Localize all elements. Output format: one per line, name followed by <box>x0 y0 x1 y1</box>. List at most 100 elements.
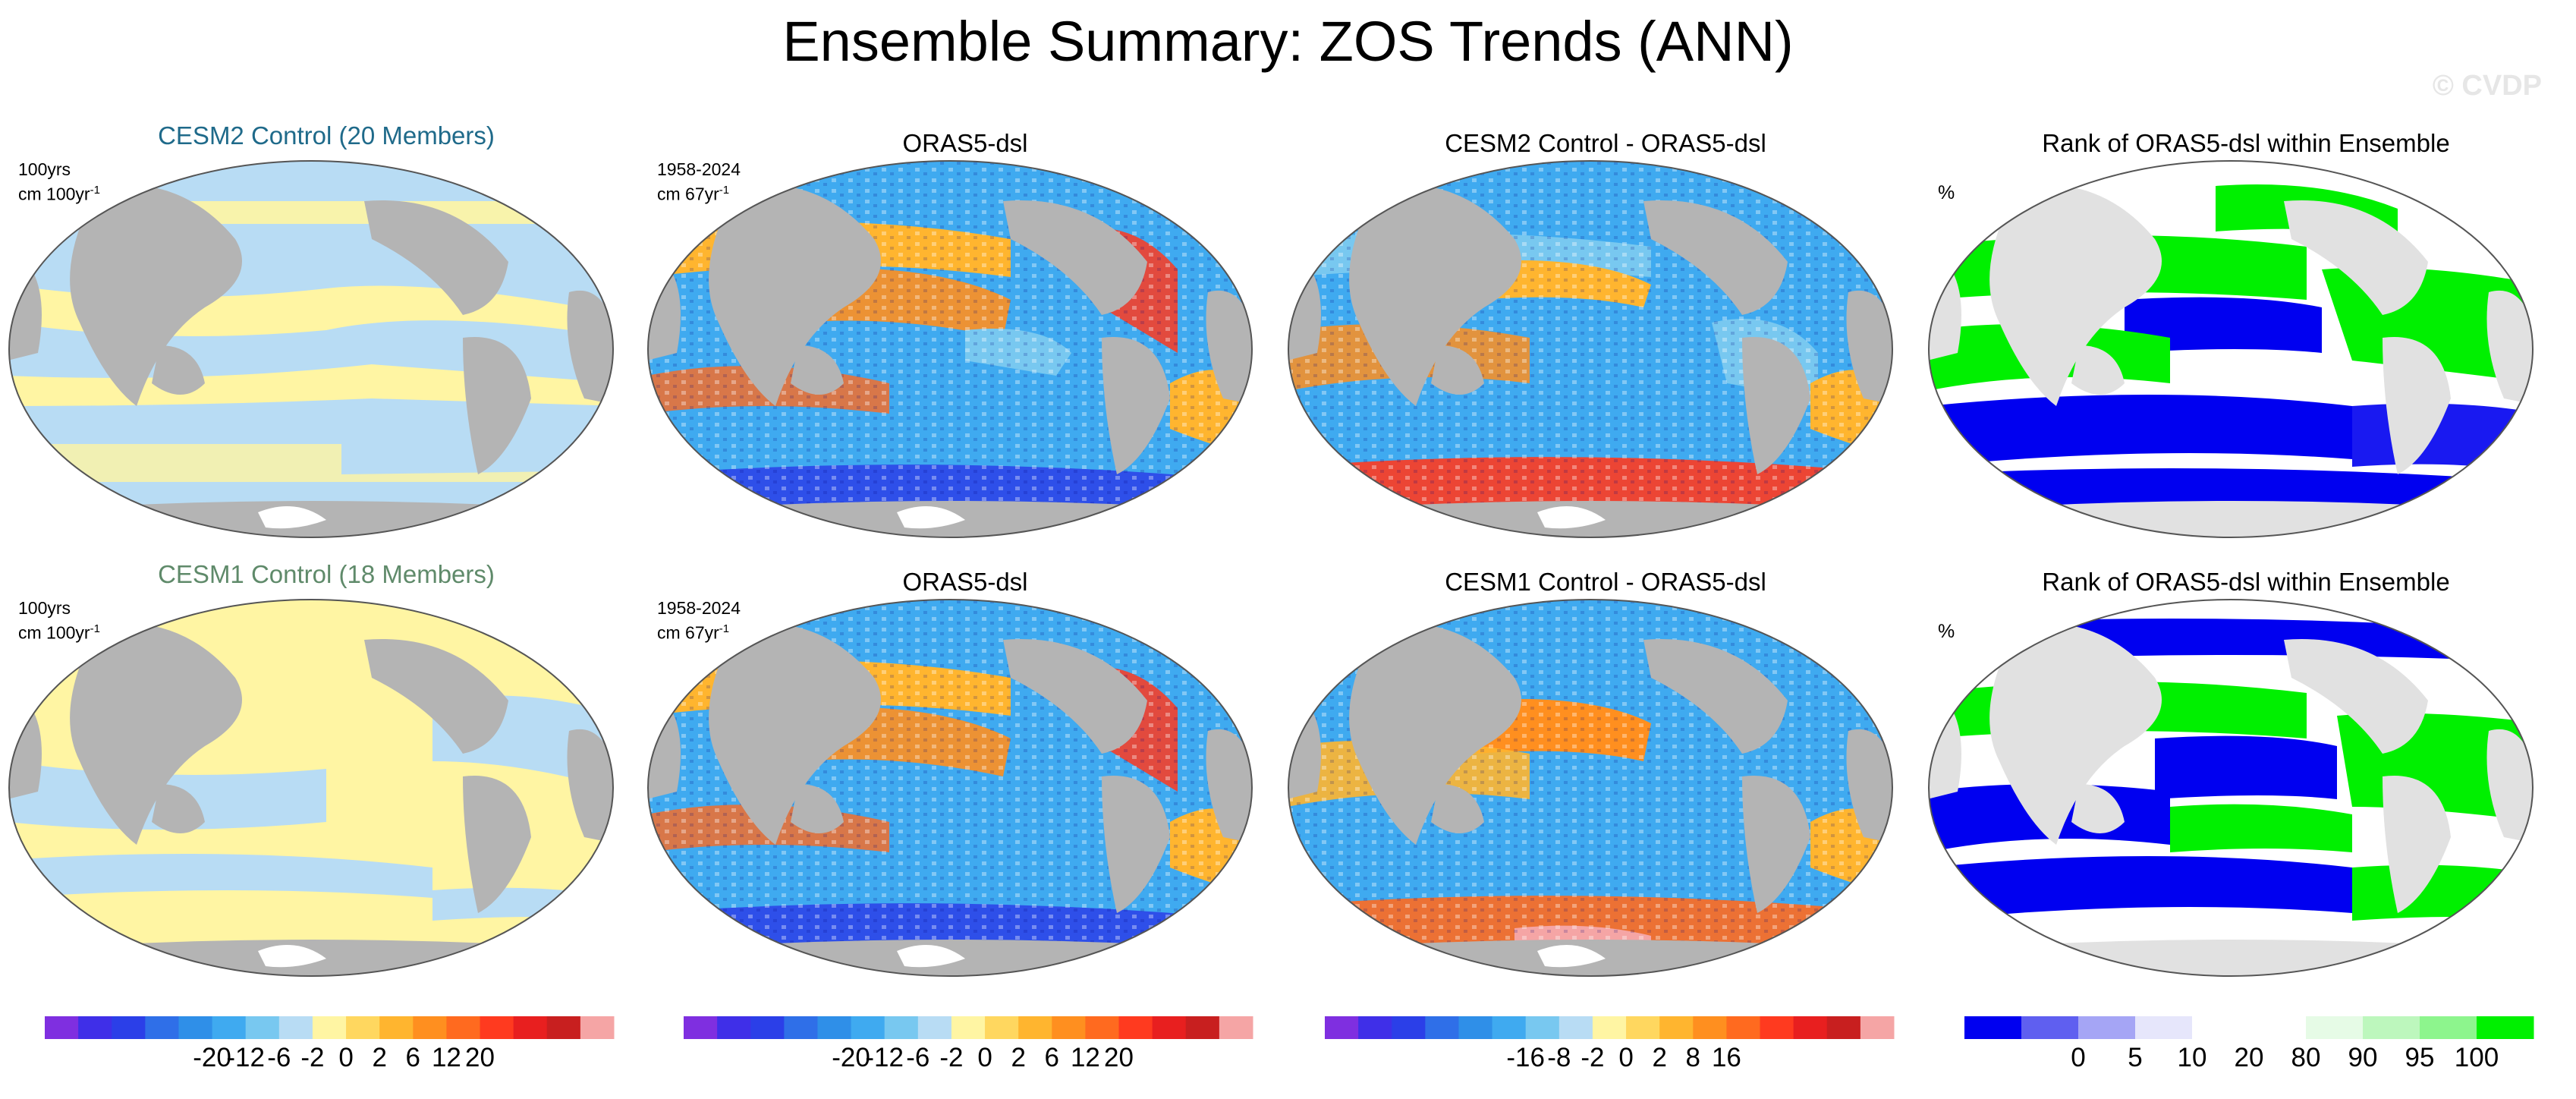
colorbar-swatch <box>1219 1016 1253 1039</box>
continent-land <box>2383 776 2451 913</box>
colorbar-swatch <box>1626 1016 1660 1039</box>
colorbar-difference: -16 -8 -2 0 2 8 16 <box>1324 1016 1901 1099</box>
continent-land <box>2071 784 2125 833</box>
continent-land <box>2383 337 2451 474</box>
continent-land <box>1643 639 1788 754</box>
colorbar-swatch <box>1492 1016 1527 1039</box>
continent-land <box>648 247 681 361</box>
colorbar-tick-label: 0 <box>977 1043 992 1072</box>
colorbar-swatch <box>2021 1016 2079 1039</box>
colorbar-tick-label: 0 <box>2071 1043 2086 1072</box>
continent-land <box>709 622 881 845</box>
panel-title: CESM1 Control (18 Members) <box>158 560 495 588</box>
colorbar-tick-label: 2 <box>1652 1043 1667 1072</box>
panel-period-label: 1958-2024 cm 67yr-1 <box>657 598 741 643</box>
colorbar-swatch <box>1425 1016 1459 1039</box>
colorbar-swatch <box>1592 1016 1627 1039</box>
colorbar-swatch <box>2135 1016 2193 1039</box>
panel-title: Rank of ORAS5-dsl within Ensemble <box>2042 568 2450 596</box>
colorbar-swatch <box>1860 1016 1895 1039</box>
continent-land <box>2284 200 2428 315</box>
continent-land <box>1846 291 1892 406</box>
colorbar-tick-label: 95 <box>2405 1043 2435 1072</box>
map-globe <box>647 160 1253 538</box>
panel-period-label: 100yrs cm 100yr-1 <box>18 159 100 204</box>
continent-land <box>1929 501 2533 537</box>
colorbar-tick-label: 12 <box>1070 1043 1100 1072</box>
colorbar-tick-label: 80 <box>2291 1043 2321 1072</box>
continent-land <box>1102 337 1170 474</box>
colorbar-swatch <box>1826 1016 1861 1039</box>
colorbar-swatch <box>2306 1016 2364 1039</box>
colorbar-swatch <box>413 1016 447 1039</box>
colorbar-swatch <box>1325 1016 1359 1039</box>
colorbar-swatch <box>1085 1016 1120 1039</box>
colorbar-swatch <box>884 1016 919 1039</box>
continent-land <box>152 345 205 395</box>
continent-land <box>9 247 42 361</box>
panel-rank-oras5: Rank of ORAS5-dsl within Ensemble % <box>1927 560 2565 977</box>
colorbar-tick-label: 90 <box>2348 1043 2378 1072</box>
panel-period-label: 1958-2024 cm 67yr-1 <box>657 159 741 204</box>
colorbar-tick-label: 12 <box>431 1043 461 1072</box>
panel-cesm2-minus-oras5: CESM2 Control - ORAS5-dsl <box>1287 121 1924 538</box>
panel-title: ORAS5-dsl <box>902 568 1028 596</box>
panel-cesm2-ensemble: CESM2 Control (20 Members) 100yrs cm 100y… <box>8 121 645 538</box>
continent-land <box>1288 501 1892 537</box>
panel-rank-oras5: Rank of ORAS5-dsl within Ensemble % <box>1927 121 2565 538</box>
map-globe <box>1928 599 2534 977</box>
panel-cesm1-minus-oras5: CESM1 Control - ORAS5-dsl <box>1287 560 1924 977</box>
continent-land <box>463 337 531 474</box>
panel-title: Rank of ORAS5-dsl within Ensemble <box>2042 129 2450 157</box>
colorbar-swatch <box>446 1016 481 1039</box>
colorbar-tick-label: -2 <box>300 1043 325 1072</box>
colorbar-swatch <box>817 1016 852 1039</box>
colorbar-swatch <box>78 1016 112 1039</box>
continent-land <box>1742 337 1810 474</box>
continent-land <box>567 729 613 845</box>
continent-land <box>1929 940 2533 976</box>
colorbar-swatch <box>379 1016 414 1039</box>
continent-land <box>1288 685 1321 799</box>
continent-land <box>2486 291 2533 406</box>
colorbar-oras5-trends: -20 -12 -6 -2 0 2 6 12 20 <box>683 1016 1260 1099</box>
continent-land <box>1929 685 1961 799</box>
continent-land <box>9 685 42 799</box>
continent-land <box>2071 345 2125 395</box>
colorbar-tick-label: 16 <box>1711 1043 1741 1072</box>
colorbar-swatch <box>45 1016 79 1039</box>
colorbar-swatch <box>851 1016 885 1039</box>
colorbar-swatch <box>546 1016 581 1039</box>
panel-oras5-obs: ORAS5-dsl 1958-2024 cm 67yr-1 <box>646 560 1284 977</box>
colorbar-swatch <box>917 1016 952 1039</box>
map-globe <box>1928 160 2534 538</box>
continent-land <box>1989 622 2162 845</box>
continent-land <box>1349 184 1521 406</box>
continent-land <box>709 184 881 406</box>
colorbar-swatch <box>2078 1016 2136 1039</box>
continent-land <box>1003 200 1147 315</box>
colorbar-tick-label: 2 <box>372 1043 387 1072</box>
continent-land <box>1929 247 1961 361</box>
colorbar-swatch <box>2192 1016 2250 1039</box>
continent-land <box>648 940 1252 976</box>
panel-unit-percent: % <box>1938 182 1955 203</box>
colorbar-swatch <box>245 1016 280 1039</box>
colorbar-tick-label: -6 <box>267 1043 291 1072</box>
cvdp-watermark: © CVDP <box>2432 70 2542 102</box>
colorbar-tick-label: -12 <box>865 1043 904 1072</box>
colorbar-swatch <box>2249 1016 2307 1039</box>
colorbar-tick-label: 8 <box>1685 1043 1701 1072</box>
continent-land <box>152 784 205 833</box>
colorbar-tick-label: -16 <box>1506 1043 1545 1072</box>
colorbar-swatch <box>1964 1016 2022 1039</box>
colorbar-tick-label: -6 <box>906 1043 930 1072</box>
colorbar-swatch <box>513 1016 548 1039</box>
colorbar-tick-label: 6 <box>405 1043 421 1072</box>
figure-title: Ensemble Summary: ZOS Trends (ANN) <box>782 10 1794 73</box>
colorbar-swatch <box>1760 1016 1794 1039</box>
continent-land <box>2284 639 2428 754</box>
panel-title: CESM1 Control - ORAS5-dsl <box>1445 568 1766 596</box>
continent-land <box>1989 184 2162 406</box>
continent-land <box>1742 776 1810 913</box>
